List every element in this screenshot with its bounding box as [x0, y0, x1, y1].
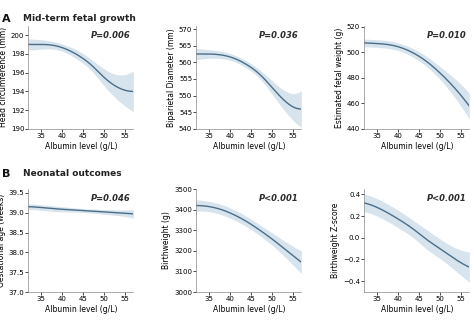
- X-axis label: Albumin level (g/L): Albumin level (g/L): [213, 305, 285, 314]
- Text: A: A: [2, 14, 11, 24]
- Y-axis label: Head circumference (mm): Head circumference (mm): [0, 27, 8, 127]
- Text: P=0.010: P=0.010: [426, 31, 466, 40]
- Text: P<0.001: P<0.001: [426, 194, 466, 203]
- Text: B: B: [2, 169, 11, 178]
- Text: P=0.046: P=0.046: [91, 194, 130, 203]
- X-axis label: Albumin level (g/L): Albumin level (g/L): [381, 142, 453, 151]
- Y-axis label: Birthweight Z-score: Birthweight Z-score: [331, 203, 340, 278]
- X-axis label: Albumin level (g/L): Albumin level (g/L): [381, 305, 453, 314]
- X-axis label: Albumin level (g/L): Albumin level (g/L): [213, 142, 285, 151]
- Y-axis label: Estimated fetal weight (g): Estimated fetal weight (g): [335, 27, 344, 127]
- Y-axis label: Birthweight (g): Birthweight (g): [163, 212, 172, 269]
- X-axis label: Albumin level (g/L): Albumin level (g/L): [45, 142, 117, 151]
- X-axis label: Albumin level (g/L): Albumin level (g/L): [45, 305, 117, 314]
- Text: Neonatal outcomes: Neonatal outcomes: [23, 169, 121, 178]
- Y-axis label: Biparietal Diameter (mm): Biparietal Diameter (mm): [167, 28, 176, 126]
- Text: Mid-term fetal growth: Mid-term fetal growth: [23, 14, 136, 23]
- Text: P=0.006: P=0.006: [91, 31, 130, 40]
- Text: P=0.036: P=0.036: [258, 31, 298, 40]
- Text: P<0.001: P<0.001: [258, 194, 298, 203]
- Y-axis label: Gestational age (weeks): Gestational age (weeks): [0, 194, 6, 287]
